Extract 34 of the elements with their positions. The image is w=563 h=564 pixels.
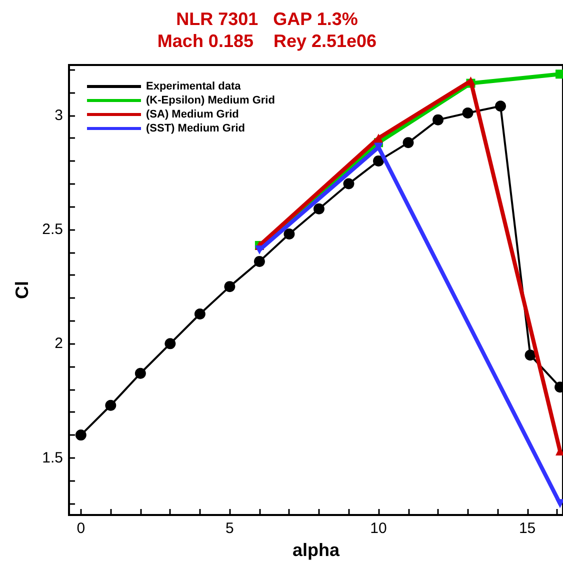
- x-tick-label: 15: [518, 520, 536, 537]
- x-tick-label: 0: [76, 520, 86, 537]
- legend-label: Experimental data: [146, 80, 242, 92]
- point: [373, 155, 384, 166]
- chart-title: NLR 7301 GAP 1.3%: [176, 9, 358, 29]
- point: [524, 350, 536, 361]
- point: [374, 142, 383, 152]
- point: [284, 228, 295, 240]
- point: [224, 281, 236, 292]
- y-tick-label: 2: [54, 335, 63, 352]
- point: [75, 430, 86, 441]
- x-tick-label: 5: [226, 520, 234, 537]
- point: [343, 178, 354, 190]
- legend-label: (K-Epsilon) Medium Grid: [146, 94, 275, 106]
- point: [254, 256, 265, 267]
- point: [462, 107, 474, 118]
- legend-label: (SST) Medium Grid: [146, 122, 245, 134]
- y-tick-label: 2.5: [42, 220, 63, 238]
- chart-subtitle: Mach 0.185 Rey 2.51e06: [157, 31, 377, 51]
- legend-label: (SA) Medium Grid: [146, 108, 239, 120]
- point: [164, 338, 176, 350]
- y-axis-title: Cl: [12, 281, 32, 299]
- point: [194, 308, 206, 320]
- point: [134, 368, 146, 379]
- point: [105, 400, 116, 411]
- point: [402, 137, 414, 148]
- x-tick-label: 10: [370, 520, 387, 537]
- x-axis-title: alpha: [292, 540, 340, 560]
- y-tick-label: 1.5: [42, 449, 63, 466]
- point: [313, 203, 324, 214]
- point: [495, 100, 506, 112]
- point: [466, 76, 476, 86]
- point: [432, 114, 444, 126]
- y-tick-label: 3: [54, 106, 63, 124]
